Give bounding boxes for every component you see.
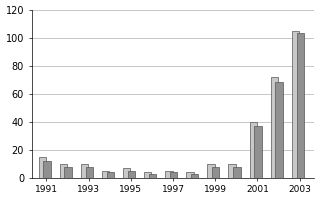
Bar bbox=[212, 167, 220, 178]
Bar bbox=[60, 164, 67, 178]
Bar bbox=[144, 172, 151, 178]
Bar bbox=[123, 168, 130, 178]
Bar bbox=[191, 174, 198, 178]
Bar bbox=[165, 171, 172, 178]
Bar bbox=[233, 167, 241, 178]
Bar bbox=[128, 171, 135, 178]
Bar bbox=[186, 172, 194, 178]
Bar bbox=[64, 167, 72, 178]
Bar bbox=[276, 82, 283, 178]
Bar bbox=[250, 122, 257, 178]
Bar bbox=[170, 172, 177, 178]
Bar bbox=[207, 164, 215, 178]
Bar bbox=[228, 164, 236, 178]
Bar bbox=[81, 164, 88, 178]
Bar bbox=[149, 174, 156, 178]
Bar bbox=[254, 126, 262, 178]
Bar bbox=[297, 33, 304, 178]
Bar bbox=[85, 167, 93, 178]
Bar bbox=[107, 172, 114, 178]
Bar bbox=[102, 171, 109, 178]
Bar bbox=[271, 77, 278, 178]
Bar bbox=[38, 157, 46, 178]
Bar bbox=[43, 161, 51, 178]
Bar bbox=[292, 31, 299, 178]
